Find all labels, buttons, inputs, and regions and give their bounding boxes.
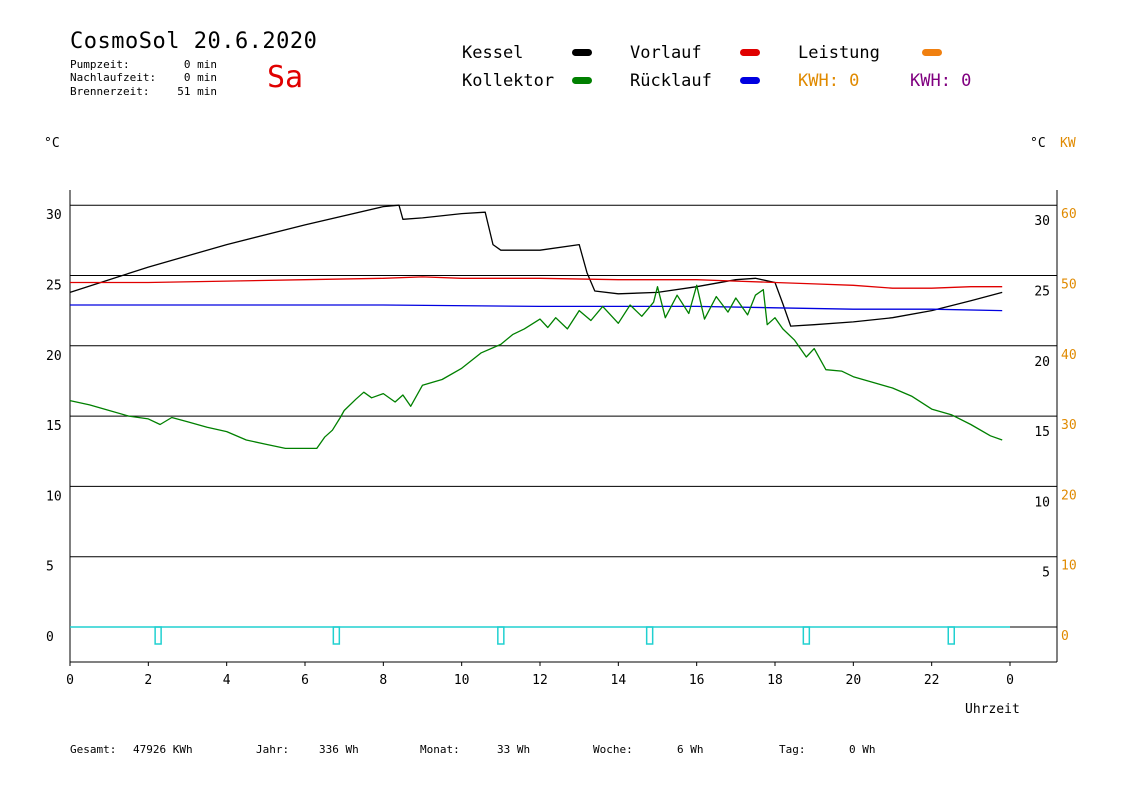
weekday-label: Sa: [267, 60, 304, 95]
chart-title: CosmoSol 20.6.2020: [70, 29, 318, 54]
right-axis-kw-unit: KW: [1060, 136, 1076, 151]
x-tick-12: 0: [1006, 673, 1014, 688]
pump-marker-0: [154, 626, 162, 645]
legend-label-kessel: Kessel: [462, 43, 524, 63]
series-line-vorlauf: [70, 276, 1003, 289]
y-kw-tick-30: 30: [1061, 418, 1077, 433]
footer-value-woche: 6 Wh: [677, 743, 704, 756]
pump-marker-1: [332, 626, 341, 645]
legend-label-vorlauf: Vorlauf: [630, 43, 702, 63]
y-right-tick-30: 30: [1034, 214, 1050, 229]
x-axis-label: Uhrzeit: [965, 702, 1020, 717]
footer-value-gesamt: 47926 KWh: [133, 743, 193, 756]
x-tick-0: 0: [66, 673, 74, 688]
x-tick-11: 22: [924, 673, 940, 688]
stat-value-brennerzeit: 51 min: [177, 85, 217, 98]
y-left-tick-15: 15: [46, 419, 62, 434]
pump-marker-3: [645, 626, 654, 645]
y-left-tick-25: 25: [46, 279, 62, 294]
y-kw-tick-0: 0: [1061, 629, 1069, 644]
stat-label-nachlaufzeit: Nachlaufzeit:: [70, 71, 157, 84]
y-right-tick-10: 10: [1034, 495, 1050, 510]
y-kw-tick-40: 40: [1061, 348, 1077, 363]
y-left-tick-10: 10: [46, 489, 62, 504]
legend-label-kollektor: Kollektor: [462, 71, 555, 91]
x-tick-5: 10: [454, 673, 470, 688]
y-kw-tick-20: 20: [1061, 488, 1077, 503]
stat-value-pumpzeit: 0 min: [183, 58, 217, 71]
footer-label-gesamt: Gesamt:: [70, 743, 117, 756]
y-left-tick-0: 0: [46, 630, 54, 645]
y-left-tick-5: 5: [46, 560, 54, 575]
y-kw-tick-50: 50: [1061, 278, 1077, 293]
y-kw-tick-60: 60: [1061, 207, 1077, 222]
left-axis-unit: °C: [44, 136, 60, 151]
y-left-tick-20: 20: [46, 349, 62, 364]
y-right-tick-25: 25: [1034, 285, 1050, 300]
x-tick-3: 6: [301, 673, 309, 688]
pump-marker-2: [497, 626, 505, 645]
footer-value-jahr: 336 Wh: [319, 743, 359, 756]
stat-value-nachlaufzeit: 0 min: [183, 71, 217, 84]
legend-swatch-ruecklauf: [740, 77, 760, 84]
footer-label-woche: Woche:: [593, 743, 633, 756]
stat-label-brennerzeit: Brennerzeit:: [70, 85, 150, 98]
series-line-kollektor: [69, 284, 1003, 450]
footer-value-monat: 33 Wh: [497, 743, 531, 756]
right-axis-unit: °C: [1030, 136, 1046, 151]
y-kw-tick-10: 10: [1061, 559, 1077, 574]
x-tick-6: 12: [532, 673, 548, 688]
footer-label-jahr: Jahr:: [256, 743, 290, 756]
legend-label-leistung: Leistung: [798, 43, 880, 63]
y-left-tick-30: 30: [46, 208, 62, 223]
x-tick-8: 16: [689, 673, 705, 688]
stat-label-pumpzeit: Pumpzeit:: [70, 58, 130, 71]
legend-swatch-vorlauf: [740, 49, 760, 56]
x-tick-1: 2: [144, 673, 152, 688]
x-tick-10: 20: [846, 673, 862, 688]
x-tick-9: 18: [767, 673, 783, 688]
legend-swatch-leistung: [922, 49, 942, 56]
legend-swatch-kessel: [572, 49, 592, 56]
x-tick-2: 4: [223, 673, 231, 688]
legend-label-ruecklauf: Rücklauf: [630, 71, 712, 91]
x-tick-4: 8: [379, 673, 387, 688]
legend-kwh-leistung: KWH: 0: [798, 71, 860, 91]
legend-kwh-purple: KWH: 0: [910, 71, 972, 91]
series-line-kessel: [69, 204, 1003, 327]
footer-label-monat: Monat:: [420, 743, 460, 756]
pump-marker-4: [802, 626, 811, 645]
legend-swatch-kollektor: [572, 77, 592, 84]
footer-label-tag: Tag:: [779, 743, 806, 756]
pump-marker-5: [947, 626, 955, 645]
y-right-tick-15: 15: [1034, 425, 1050, 440]
y-right-tick-20: 20: [1034, 355, 1050, 370]
y-right-tick-5: 5: [1042, 566, 1050, 581]
x-tick-7: 14: [611, 673, 627, 688]
footer-value-tag: 0 Wh: [849, 743, 876, 756]
series-line-rcklauf: [70, 304, 1003, 312]
